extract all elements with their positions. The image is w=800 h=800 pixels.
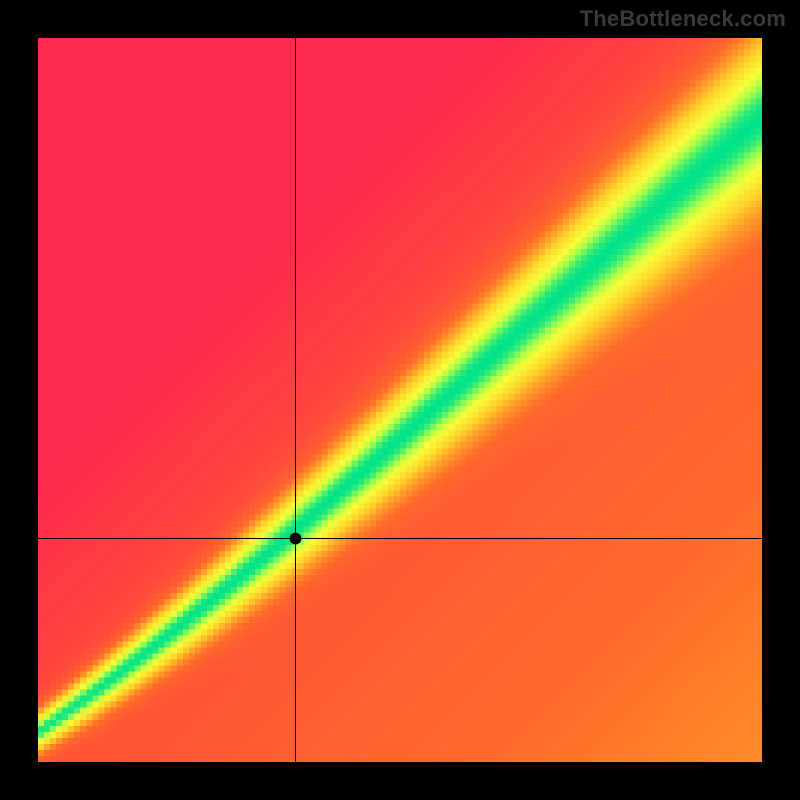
watermark-text: TheBottleneck.com xyxy=(580,6,786,32)
heatmap-plot xyxy=(38,38,762,762)
heatmap-canvas xyxy=(38,38,762,762)
